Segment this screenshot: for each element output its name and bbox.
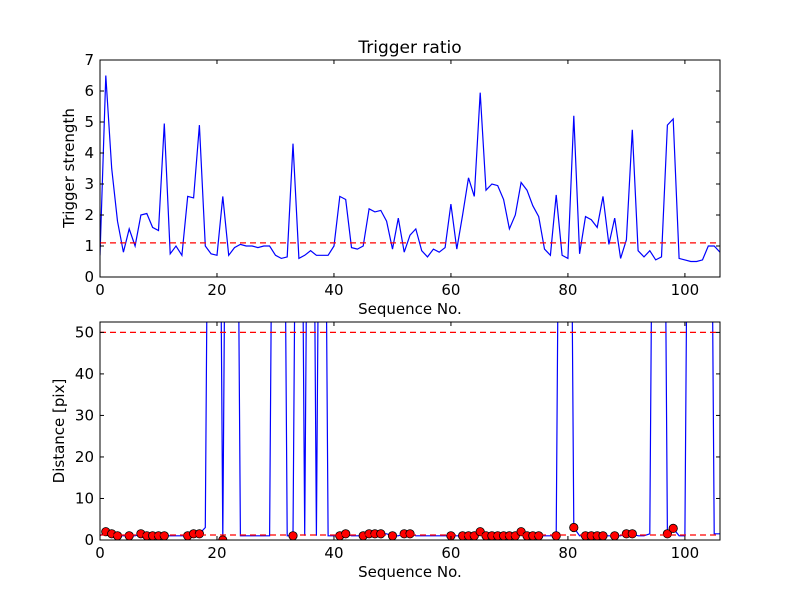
plot-frame — [99, 59, 721, 278]
y-tick-label: 0 — [84, 531, 94, 549]
x-tick-label: 100 — [671, 544, 700, 562]
y-tick-label: 50 — [75, 323, 94, 341]
plot-area — [100, 60, 720, 277]
plot-area — [100, 322, 720, 540]
y-tick-label: 30 — [75, 406, 94, 424]
data-point — [627, 529, 637, 539]
y-tick-label: 4 — [84, 144, 94, 162]
data-point — [194, 529, 204, 539]
y-tick-label: 0 — [84, 268, 94, 286]
data-point — [288, 531, 298, 540]
x-tick-label: 20 — [207, 281, 226, 299]
x-axis-label: Sequence No. — [358, 563, 462, 581]
x-tick-label: 80 — [558, 544, 577, 562]
chart-title: Trigger ratio — [357, 38, 461, 58]
data-point — [662, 529, 673, 539]
y-axis-label: Distance [pix] — [50, 379, 68, 484]
y-tick-label: 2 — [84, 206, 94, 224]
x-axis-label: Sequence No. — [358, 300, 462, 318]
plot-frame — [99, 321, 721, 541]
data-point — [551, 531, 561, 540]
y-tick-label: 10 — [75, 489, 94, 507]
y-tick-label: 20 — [75, 448, 94, 466]
y-tick-label: 7 — [84, 51, 94, 69]
data-point — [112, 531, 123, 540]
data-point — [668, 523, 678, 534]
y-tick-label: 6 — [84, 82, 94, 100]
data-point — [534, 531, 544, 540]
data-point — [159, 531, 169, 540]
data-point — [405, 529, 415, 539]
x-tick-label: 60 — [441, 544, 460, 562]
x-tick-label: 0 — [95, 281, 105, 299]
x-tick-label: 40 — [324, 281, 343, 299]
data-point — [610, 531, 620, 540]
x-tick-label: 20 — [207, 544, 226, 562]
data-point — [569, 522, 579, 533]
data-point — [598, 531, 608, 540]
data-point — [376, 529, 386, 539]
y-axis-label: Trigger strength — [60, 108, 78, 229]
data-point — [387, 531, 398, 540]
x-tick-label: 100 — [671, 281, 700, 299]
data-point — [124, 531, 134, 540]
x-tick-label: 60 — [441, 281, 460, 299]
x-tick-label: 80 — [558, 281, 577, 299]
chart-distance: 0 20 40 60 80 100 0 10 20 30 40 50 Sequence No. Dis… — [50, 321, 721, 581]
x-tick-label: 40 — [324, 544, 343, 562]
y-tick-label: 40 — [75, 365, 94, 383]
y-tick-label: 3 — [84, 175, 94, 193]
x-tick-label: 0 — [95, 544, 105, 562]
y-tick-label: 5 — [84, 113, 94, 131]
chart-trigger-ratio: Trigger ratio 0 20 40 60 80 100 0 1 2 3 4 5 6 7 Seque… — [60, 38, 721, 318]
series-line — [100, 75, 720, 263]
data-point — [341, 529, 351, 539]
y-tick-label: 1 — [84, 237, 94, 255]
